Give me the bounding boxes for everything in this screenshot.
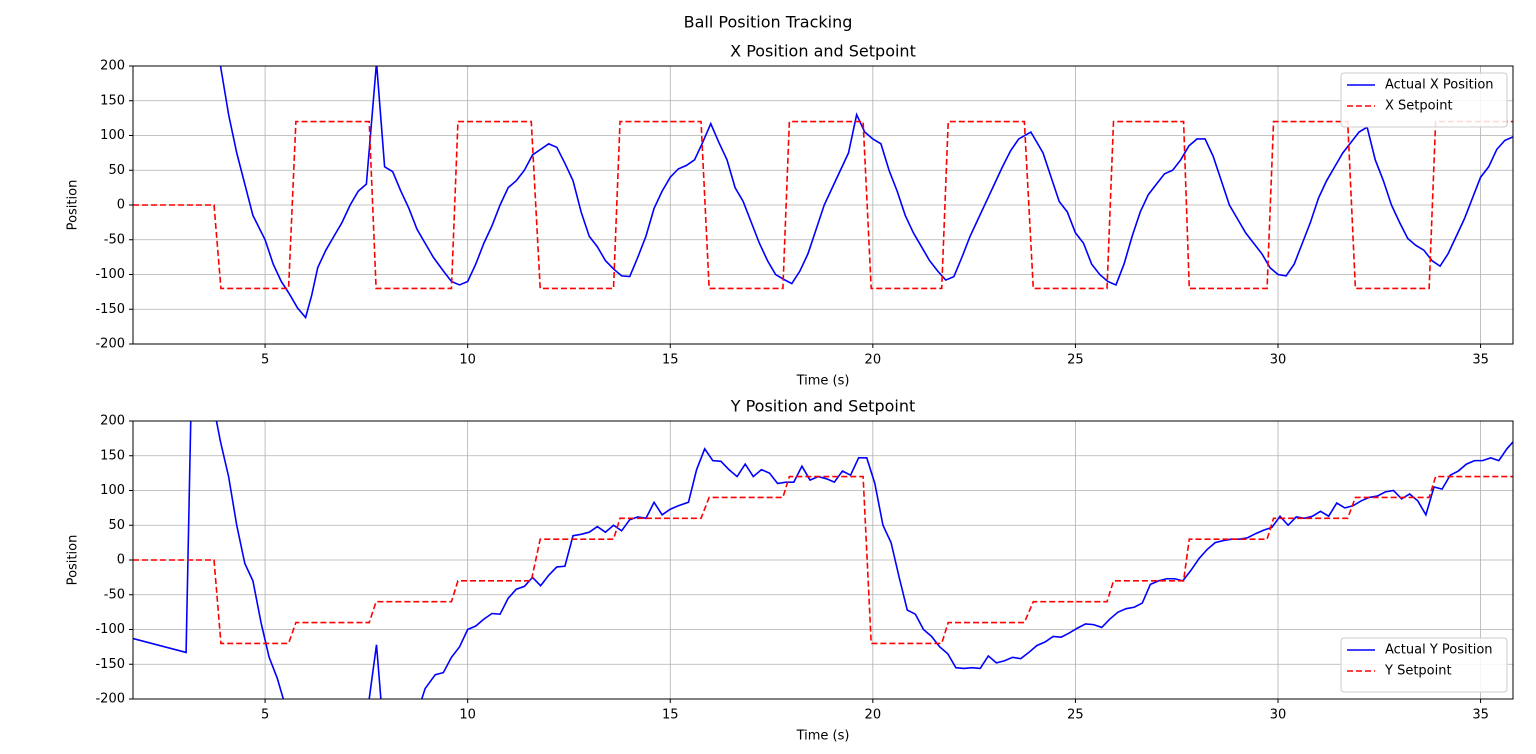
series-line: [219, 66, 1513, 320]
axes-frame: [132, 420, 1514, 700]
x-axis-label: Time (s): [796, 374, 850, 389]
legend-label: Y Setpoint: [1384, 664, 1452, 679]
x-axis-label: Time (s): [796, 729, 850, 744]
axes-title: Y Position and Setpoint: [730, 397, 916, 416]
x-tick-label: 20: [865, 353, 882, 368]
legend-box: [1340, 72, 1508, 128]
y-tick-label: 100: [100, 483, 125, 498]
y-tick-label: -150: [95, 657, 125, 672]
y-axis-label: Position: [66, 180, 81, 231]
figure-title: Ball Position Tracking: [684, 13, 853, 32]
x-tick-label: 25: [1067, 353, 1084, 368]
y-tick-label: 200: [100, 59, 125, 74]
axes-frame: [132, 65, 1514, 345]
y-tick-label: 100: [100, 128, 125, 143]
x-tick-label: 15: [662, 708, 679, 723]
legend-label: Actual Y Position: [1385, 643, 1493, 658]
x-tick-label: 5: [261, 353, 269, 368]
y-tick-label: 200: [100, 414, 125, 429]
x-tick-label: 5: [261, 708, 269, 723]
x-tick-label: 15: [662, 353, 679, 368]
series-line: [133, 475, 1513, 645]
y-tick-label: 0: [117, 198, 125, 213]
plot-area: [133, 421, 1513, 699]
y-tick-label: -150: [95, 302, 125, 317]
y-axis-label: Position: [66, 535, 81, 586]
y-tick-label: 150: [100, 448, 125, 463]
y-tick-label: -200: [95, 337, 125, 352]
x-tick-label: 10: [459, 708, 476, 723]
y-tick-label: -50: [104, 587, 125, 602]
y-tick-label: -50: [104, 232, 125, 247]
x-tick-label: 30: [1270, 353, 1287, 368]
y-tick-label: -100: [95, 622, 125, 637]
x-tick-label: 25: [1067, 708, 1084, 723]
y-tick-label: 50: [108, 518, 125, 533]
y-tick-label: -200: [95, 692, 125, 707]
series-line: [133, 421, 1513, 699]
x-tick-label: 35: [1472, 708, 1489, 723]
x-tick-label: 30: [1270, 708, 1287, 723]
legend-label: X Setpoint: [1385, 99, 1453, 114]
axes-title: X Position and Setpoint: [730, 42, 916, 61]
y-tick-label: 0: [117, 553, 125, 568]
y-tick-label: 150: [100, 93, 125, 108]
x-tick-label: 10: [459, 353, 476, 368]
y-tick-label: 50: [108, 163, 125, 178]
plot-area: [133, 66, 1513, 320]
x-tick-label: 20: [865, 708, 882, 723]
x-tick-label: 35: [1472, 353, 1489, 368]
legend-label: Actual X Position: [1385, 78, 1494, 93]
legend-box: [1340, 637, 1508, 693]
y-tick-label: -100: [95, 267, 125, 282]
